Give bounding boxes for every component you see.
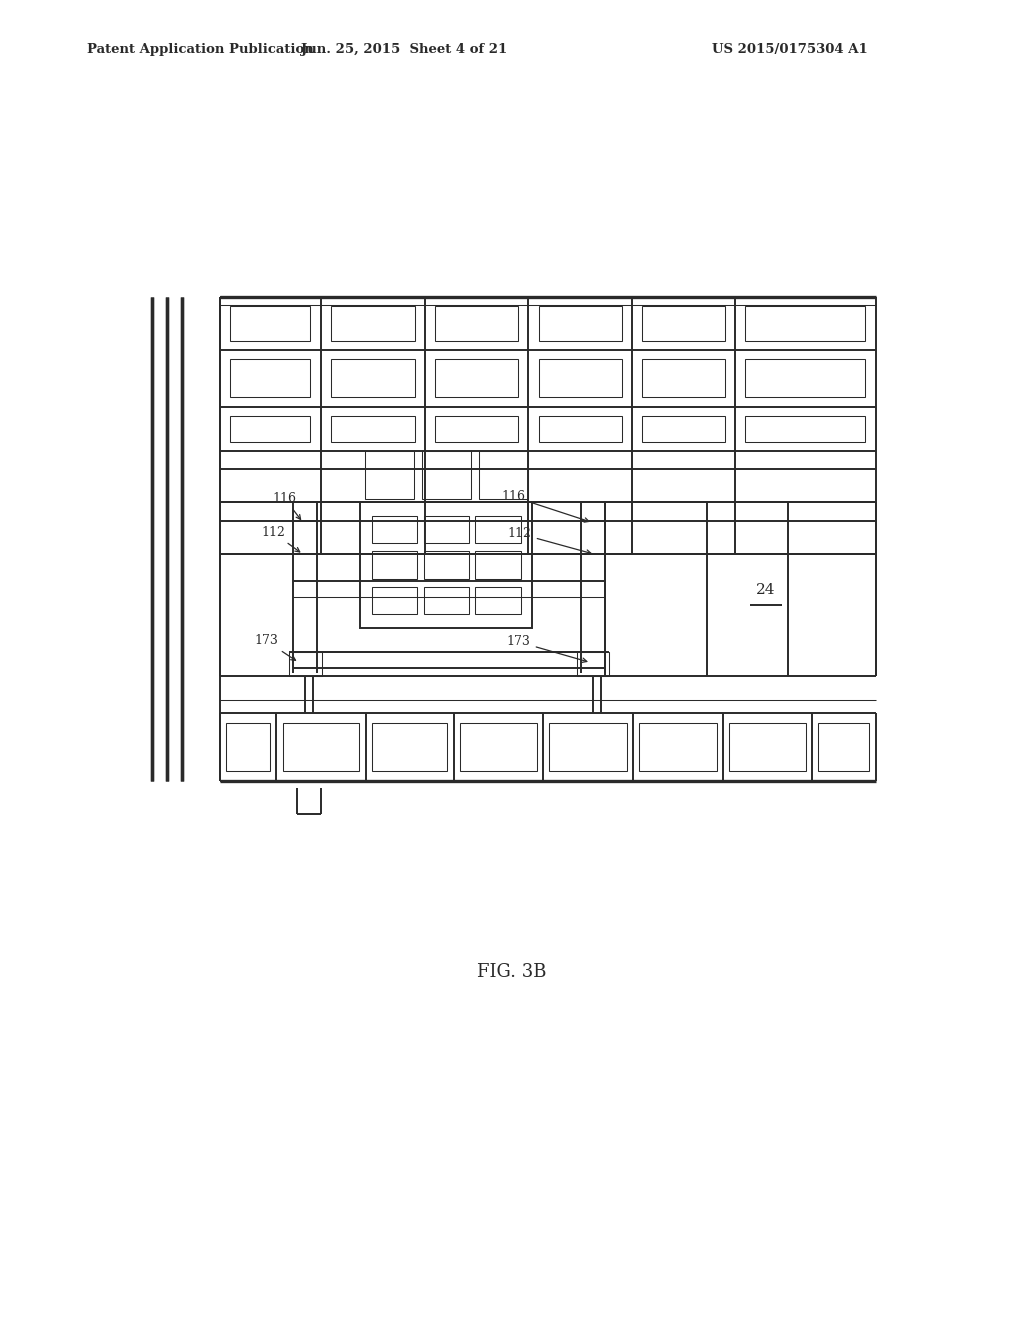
Bar	[745, 416, 865, 442]
Bar	[424, 552, 469, 578]
Bar	[435, 416, 518, 442]
Bar	[745, 359, 865, 397]
Bar	[372, 552, 418, 578]
Bar	[424, 516, 469, 544]
Bar	[475, 586, 521, 614]
Text: Patent Application Publication: Patent Application Publication	[87, 44, 313, 55]
Bar	[372, 516, 418, 544]
Text: 116: 116	[502, 490, 589, 523]
Bar	[230, 416, 310, 442]
Bar	[435, 306, 518, 341]
Bar	[745, 306, 865, 341]
Text: 173: 173	[507, 635, 587, 663]
Text: US 2015/0175304 A1: US 2015/0175304 A1	[712, 44, 867, 55]
Bar	[539, 416, 622, 442]
Text: 24: 24	[756, 583, 776, 597]
Bar	[539, 306, 622, 341]
Bar	[435, 359, 518, 397]
Text: Jun. 25, 2015  Sheet 4 of 21: Jun. 25, 2015 Sheet 4 of 21	[301, 44, 508, 55]
Bar	[729, 723, 806, 771]
Bar	[642, 416, 725, 442]
Text: FIG. 3B: FIG. 3B	[477, 964, 547, 981]
Text: 173: 173	[254, 634, 296, 660]
Bar	[475, 552, 521, 578]
Bar	[331, 416, 415, 442]
Bar	[365, 451, 414, 499]
Text: 112: 112	[261, 525, 300, 552]
Bar	[424, 586, 469, 614]
Bar	[331, 359, 415, 397]
Bar	[289, 652, 322, 676]
Bar	[226, 723, 270, 771]
Bar	[283, 723, 359, 771]
Bar	[539, 359, 622, 397]
Bar	[818, 723, 869, 771]
Bar	[360, 502, 532, 628]
Bar	[460, 723, 537, 771]
Bar	[422, 451, 471, 499]
Bar	[479, 451, 528, 499]
Bar	[331, 306, 415, 341]
Bar	[372, 586, 418, 614]
Text: 112: 112	[508, 527, 591, 554]
Bar	[577, 652, 609, 676]
Text: 116: 116	[272, 491, 301, 519]
Bar	[230, 306, 310, 341]
Bar	[642, 359, 725, 397]
Bar	[639, 723, 717, 771]
Bar	[549, 723, 627, 771]
Bar	[475, 516, 521, 544]
Bar	[230, 359, 310, 397]
Bar	[372, 723, 447, 771]
Bar	[642, 306, 725, 341]
